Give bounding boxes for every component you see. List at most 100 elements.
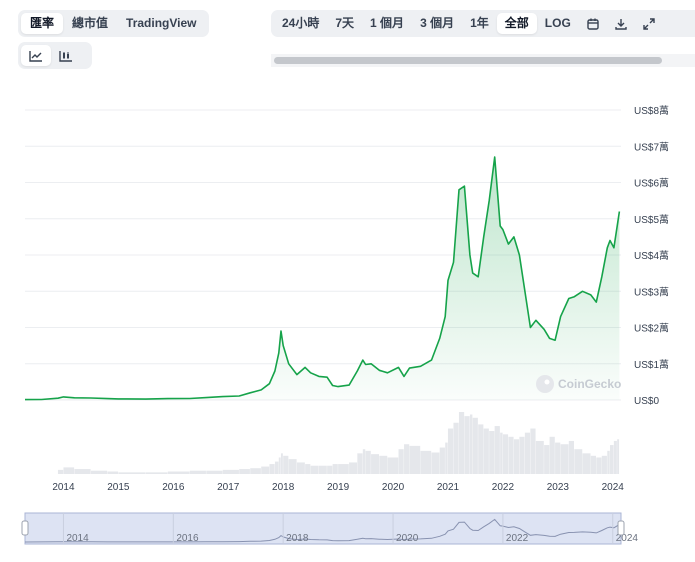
navigator-tick-label: 2022 (506, 533, 529, 544)
volume-bar (90, 470, 108, 474)
volume-bar (489, 431, 495, 474)
range-24h-button[interactable]: 24小時 (282, 16, 320, 30)
fullscreen-button[interactable] (635, 13, 663, 34)
navigator: 2014 2016 2018 2020 2022 2024 (21, 512, 638, 545)
volume-bar (362, 449, 366, 474)
volume-bar (613, 440, 617, 474)
volume-bar (357, 453, 363, 474)
volume-bar (535, 440, 544, 474)
range-1m-button[interactable]: 1 個月 (370, 16, 405, 30)
volume-bar (472, 417, 478, 474)
volume-bar (283, 455, 289, 474)
volume-bar (387, 457, 399, 474)
volume-bar (305, 464, 311, 474)
volume-bar (607, 450, 610, 474)
volume-bar (560, 444, 569, 474)
price-line (24, 156, 621, 401)
x-tick-label: 2023 (547, 482, 570, 493)
navigator-tick-label: 2020 (396, 533, 419, 544)
x-tick-label: 2020 (382, 482, 405, 493)
volume-bar (318, 465, 327, 474)
volume-bar (500, 432, 503, 474)
volume-bar (447, 428, 454, 474)
volume-bar (167, 471, 190, 474)
tab-tradingview[interactable]: TradingView (126, 16, 197, 30)
volume-bar (574, 449, 583, 474)
x-tick-label: 2014 (52, 482, 75, 493)
volume-bar (63, 467, 75, 474)
volume-bar (431, 452, 440, 474)
volume-bar (404, 444, 410, 474)
candlestick-chart-button[interactable] (51, 45, 81, 66)
range-1y-button[interactable]: 1年 (470, 16, 489, 30)
candlestick-chart-icon (59, 50, 72, 62)
log-scale-button[interactable]: LOG (544, 16, 571, 30)
view-tab-group: 匯率 總市值 TradingView (18, 10, 209, 37)
navigator-tick-label: 2016 (176, 533, 199, 544)
volume-bar (206, 470, 223, 474)
navigator-right-handle (617, 520, 625, 536)
range-selector: 24小時 7天 1 個月 3 個月 1年 全部 LOG (271, 10, 695, 37)
volume-bar (453, 422, 459, 474)
y-tick-label: US$6萬 (634, 177, 669, 190)
range-all-button[interactable]: 全部 (496, 13, 537, 34)
volume-bar (274, 461, 279, 474)
volume-bar (445, 442, 448, 474)
volume-bar (439, 447, 445, 474)
volume-bar (617, 439, 620, 474)
volume-bar (601, 455, 607, 474)
chart-type-group (18, 42, 92, 69)
volume-bar (338, 464, 349, 474)
navigator-line (24, 518, 620, 543)
volume-bar (420, 450, 432, 474)
tab-price[interactable]: 匯率 (21, 13, 64, 34)
volume-bar (596, 457, 602, 474)
calendar-icon (587, 18, 599, 30)
y-tick-label: US$2萬 (634, 322, 669, 335)
x-tick-label: 2019 (327, 482, 350, 493)
x-tick-label: 2022 (492, 482, 515, 493)
range-3m-button[interactable]: 3 個月 (420, 16, 455, 30)
y-tick-label: US$1萬 (634, 358, 669, 371)
line-chart-button[interactable] (21, 45, 51, 66)
range-7d-button[interactable]: 7天 (335, 16, 355, 30)
volume-bar (478, 424, 484, 474)
volume-bar (469, 414, 473, 474)
volume-bar (278, 457, 281, 474)
volume-bar (524, 432, 531, 474)
calendar-button[interactable] (579, 13, 607, 34)
tab-market-cap[interactable]: 總市值 (72, 16, 109, 30)
download-button[interactable] (607, 13, 635, 34)
price-area (25, 157, 620, 400)
volume-bar (74, 469, 91, 474)
volume-bar (332, 464, 338, 474)
volume-bar (610, 445, 614, 474)
y-tick-label: US$4萬 (634, 249, 669, 262)
volume-bar (513, 439, 520, 474)
x-tick-label: 2018 (272, 482, 295, 493)
volume-bar (568, 440, 575, 474)
navigator-tick-label: 2014 (66, 533, 89, 544)
volume-bar (555, 442, 561, 474)
navigator-left-handle (21, 520, 29, 536)
volume-bar (519, 436, 525, 474)
line-chart-icon (29, 50, 42, 62)
volume-bar (239, 469, 250, 474)
x-tick-label: 2016 (162, 482, 185, 493)
volume-bar (145, 472, 168, 474)
volume-bar (296, 462, 305, 474)
volume-bar (508, 436, 514, 474)
volume-bar (483, 428, 489, 474)
volume-bar (409, 445, 421, 474)
toolbar-scrollbar[interactable] (274, 57, 662, 64)
volume-bar (530, 428, 536, 474)
volume-bar (261, 466, 270, 474)
volume-bar (269, 464, 275, 474)
volume-bar (549, 436, 555, 474)
volume-bar (544, 445, 550, 474)
volume-bar (494, 426, 500, 474)
download-icon (615, 18, 627, 30)
coingecko-watermark: CoinGecko (536, 375, 621, 393)
navigator-window (24, 512, 622, 545)
